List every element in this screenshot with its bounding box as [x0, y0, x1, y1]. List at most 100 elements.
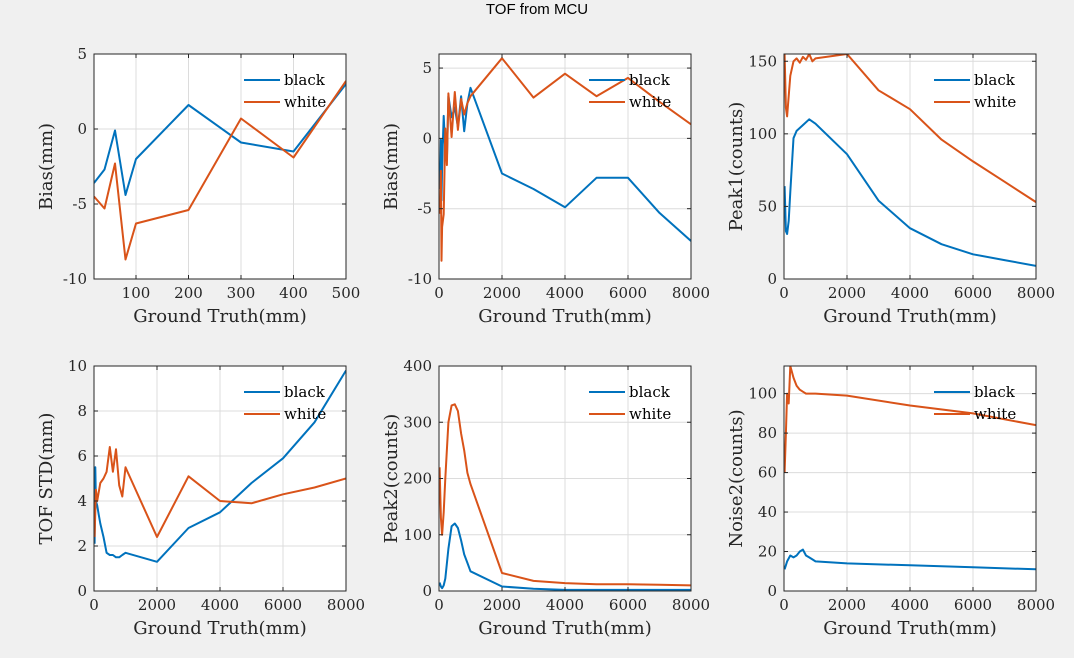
x-tick-label: 4000 — [891, 596, 929, 614]
subplot-5: 0 2000 4000 6000 8000 0 100 200 300 400 Ground Tru… — [381, 357, 710, 639]
y-tick-label: 100 — [403, 526, 432, 544]
series-line-white — [439, 57, 691, 262]
x-tick-label: 6000 — [609, 284, 647, 302]
y-tick-label: 5 — [77, 45, 87, 63]
y-tick-label: 80 — [758, 424, 777, 442]
series-line-white — [94, 446, 346, 538]
y-axis-label: Peak2(counts) — [381, 414, 402, 544]
y-tick-label: -10 — [63, 270, 87, 288]
x-tick-label: 8000 — [327, 596, 365, 614]
x-tick-label: 8000 — [1017, 596, 1055, 614]
x-tick-label: 4000 — [546, 596, 584, 614]
y-axis-label: Bias(mm) — [381, 123, 402, 210]
legend-label-black: black — [974, 383, 1016, 401]
legend-label-white: white — [974, 93, 1016, 111]
y-tick-label: 0 — [422, 582, 432, 600]
data-lines — [439, 57, 691, 262]
x-tick-label: 6000 — [264, 596, 302, 614]
legend-label-white: white — [629, 405, 671, 423]
x-tick-label: 300 — [227, 284, 256, 302]
x-tick-label: 0 — [779, 596, 789, 614]
x-tick-label: 2000 — [138, 596, 176, 614]
y-tick-label: 10 — [68, 357, 87, 375]
x-axis-label: Ground Truth(mm) — [478, 306, 651, 327]
x-tick-label: 4000 — [201, 596, 239, 614]
series-line-black — [94, 369, 346, 563]
data-lines — [94, 369, 346, 563]
legend-label-black: black — [629, 383, 671, 401]
y-tick-label: -5 — [72, 195, 87, 213]
data-lines — [439, 403, 691, 591]
y-axis-label: TOF STD(mm) — [36, 413, 57, 545]
subplot-6: 0 2000 4000 6000 8000 0 20 40 60 80 100 Ground Trut… — [726, 365, 1055, 639]
y-axis-label: Bias(mm) — [36, 123, 57, 210]
x-tick-label: 0 — [434, 596, 444, 614]
x-tick-label: 2000 — [483, 596, 521, 614]
legend-label-white: white — [974, 405, 1016, 423]
legend-label-black: black — [284, 383, 326, 401]
x-tick-label: 0 — [434, 284, 444, 302]
y-tick-label: 50 — [758, 197, 777, 215]
series-line-black — [439, 522, 691, 591]
y-tick-label: 100 — [748, 125, 777, 143]
y-axis-label: Noise2(counts) — [726, 409, 747, 547]
x-tick-label: 100 — [122, 284, 151, 302]
x-axis-label: Ground Truth(mm) — [478, 618, 651, 639]
subplot-2: 0 2000 4000 6000 8000 -10 -5 0 5 Ground Truth(mm)… — [381, 53, 710, 327]
series-line-black — [94, 83, 346, 196]
x-axis-label: Ground Truth(mm) — [823, 618, 996, 639]
y-tick-label: 300 — [403, 413, 432, 431]
x-tick-label: 4000 — [546, 284, 584, 302]
y-tick-label: 100 — [748, 385, 777, 403]
y-tick-label: 0 — [77, 120, 87, 138]
subplot-4: 0 2000 4000 6000 8000 0 2 4 6 8 10 Ground Truth(mm)… — [36, 357, 365, 639]
legend-label-white: white — [629, 93, 671, 111]
x-tick-label: 8000 — [672, 284, 710, 302]
subplot-1: 100 200 300 400 500 -10 -5 0 5 Ground Truth(mm) Bi… — [36, 45, 360, 327]
y-tick-label: -10 — [408, 270, 432, 288]
x-tick-label: 2000 — [828, 596, 866, 614]
series-line-black — [784, 118, 1036, 267]
legend-label-black: black — [284, 71, 326, 89]
y-tick-label: 6 — [77, 447, 87, 465]
y-tick-label: 60 — [758, 464, 777, 482]
y-tick-label: -5 — [417, 200, 432, 218]
data-lines — [784, 54, 1036, 267]
series-line-white — [784, 366, 1036, 473]
x-tick-label: 2000 — [828, 284, 866, 302]
y-tick-label: 0 — [767, 270, 777, 288]
legend-label-white: white — [284, 405, 326, 423]
y-tick-label: 20 — [758, 543, 777, 561]
y-tick-label: 2 — [77, 537, 87, 555]
x-tick-label: 6000 — [609, 596, 647, 614]
x-tick-label: 0 — [89, 596, 99, 614]
series-line-black — [784, 548, 1036, 571]
legend-label-white: white — [284, 93, 326, 111]
x-tick-label: 4000 — [891, 284, 929, 302]
y-tick-label: 40 — [758, 503, 777, 521]
x-tick-label: 6000 — [954, 596, 992, 614]
x-axis-label: Ground Truth(mm) — [823, 306, 996, 327]
axes-box — [93, 53, 347, 280]
subplot-3: 0 2000 4000 6000 8000 0 50 100 150 Ground Truth(m… — [726, 52, 1055, 327]
x-tick-label: 2000 — [483, 284, 521, 302]
y-tick-label: 0 — [422, 129, 432, 147]
series-line-white — [94, 80, 346, 261]
x-tick-label: 500 — [332, 284, 361, 302]
y-tick-label: 400 — [403, 357, 432, 375]
legend-label-black: black — [974, 71, 1016, 89]
series-line-white — [439, 403, 691, 587]
y-tick-label: 0 — [77, 582, 87, 600]
data-lines — [784, 366, 1036, 571]
y-tick-label: 5 — [422, 59, 432, 77]
figure-title: TOF from MCU — [485, 1, 589, 18]
y-tick-label: 0 — [767, 582, 777, 600]
y-tick-label: 200 — [403, 470, 432, 488]
y-tick-label: 4 — [77, 492, 87, 510]
x-tick-label: 8000 — [1017, 284, 1055, 302]
legend-label-black: black — [629, 71, 671, 89]
x-tick-label: 8000 — [672, 596, 710, 614]
y-tick-label: 150 — [748, 52, 777, 70]
